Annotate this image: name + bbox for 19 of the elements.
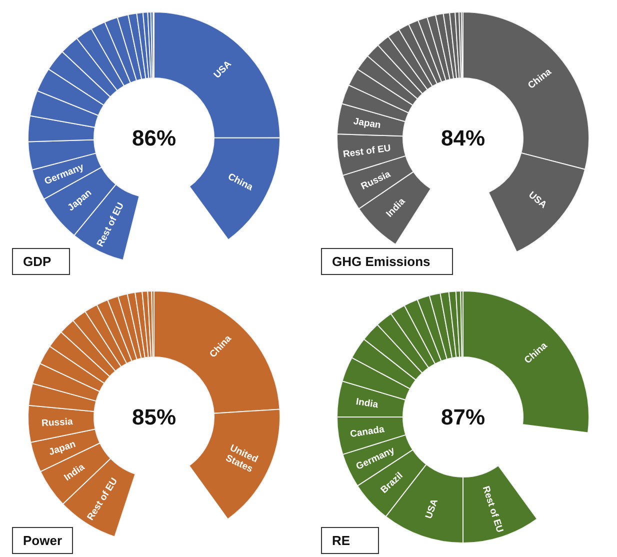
- text: RE: [321, 526, 379, 554]
- text: GHG Emissions: [321, 248, 453, 275]
- text: 85%: [132, 404, 176, 429]
- text: 87%: [440, 404, 486, 429]
- slice-label: Japan: [352, 116, 382, 131]
- slice-label: India: [355, 396, 380, 410]
- slice-label: Russia: [41, 415, 74, 428]
- slice-label: Rest of EU: [480, 484, 506, 534]
- slice-label: Canada: [349, 422, 386, 440]
- text: 86%: [132, 126, 176, 150]
- slice-label: India: [62, 460, 88, 483]
- text: Power: [12, 526, 74, 554]
- slice-label: Rest of EU: [342, 142, 392, 160]
- slice-label: Rest of EU: [94, 200, 126, 248]
- text: GDP: [12, 248, 70, 275]
- slice-label: Japan: [47, 438, 78, 458]
- slice-label: USA: [212, 58, 234, 80]
- text: 84%: [440, 126, 486, 150]
- slice-label: USA: [423, 496, 440, 520]
